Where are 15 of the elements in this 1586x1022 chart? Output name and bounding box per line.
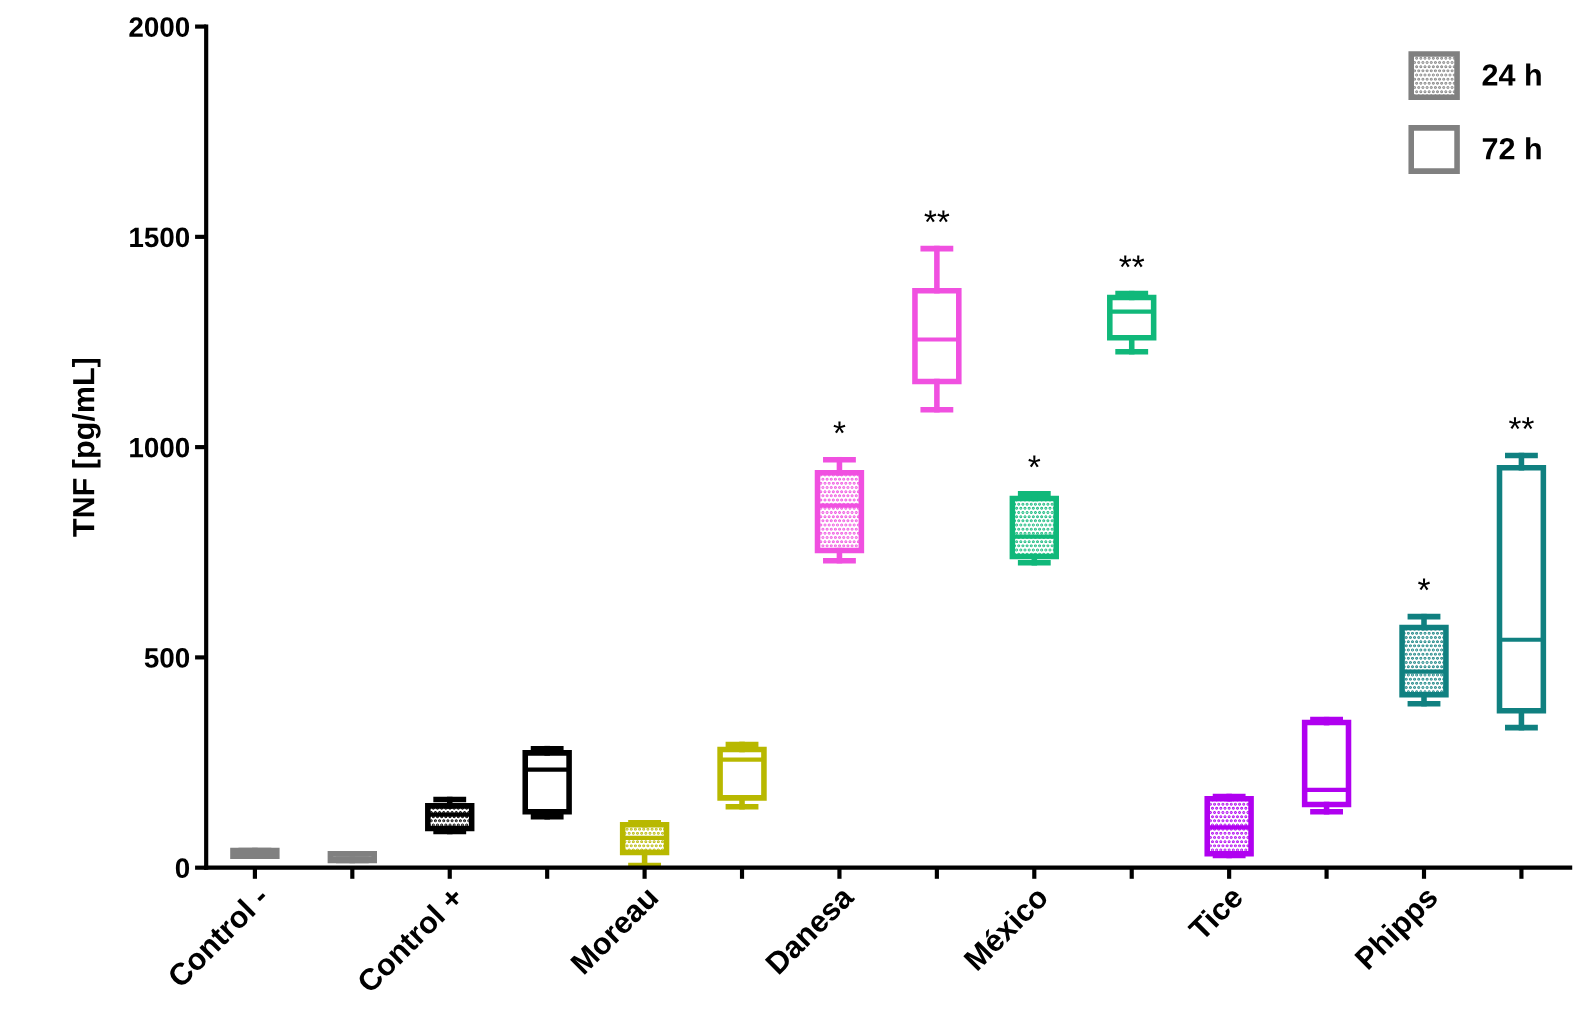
text: * bbox=[1418, 578, 1430, 591]
legend-label: 24 h bbox=[1482, 63, 1541, 86]
text: ** bbox=[924, 210, 950, 223]
y-tick-label: 1500 bbox=[130, 227, 190, 248]
y-tick-label: 1000 bbox=[130, 437, 190, 458]
text: * bbox=[1028, 455, 1041, 468]
text: ** bbox=[1508, 417, 1534, 430]
y-tick-label: 0 bbox=[175, 858, 190, 879]
y-axis-title: TNF [pg/mL] bbox=[72, 358, 101, 537]
y-tick-label: 500 bbox=[144, 648, 190, 668]
x-tick-label: Tice bbox=[1186, 884, 1245, 943]
legend-label: 72 h bbox=[1482, 137, 1541, 160]
text: ** bbox=[1119, 255, 1145, 268]
y-tick-label: 2000 bbox=[129, 17, 190, 37]
text: * bbox=[833, 421, 846, 434]
